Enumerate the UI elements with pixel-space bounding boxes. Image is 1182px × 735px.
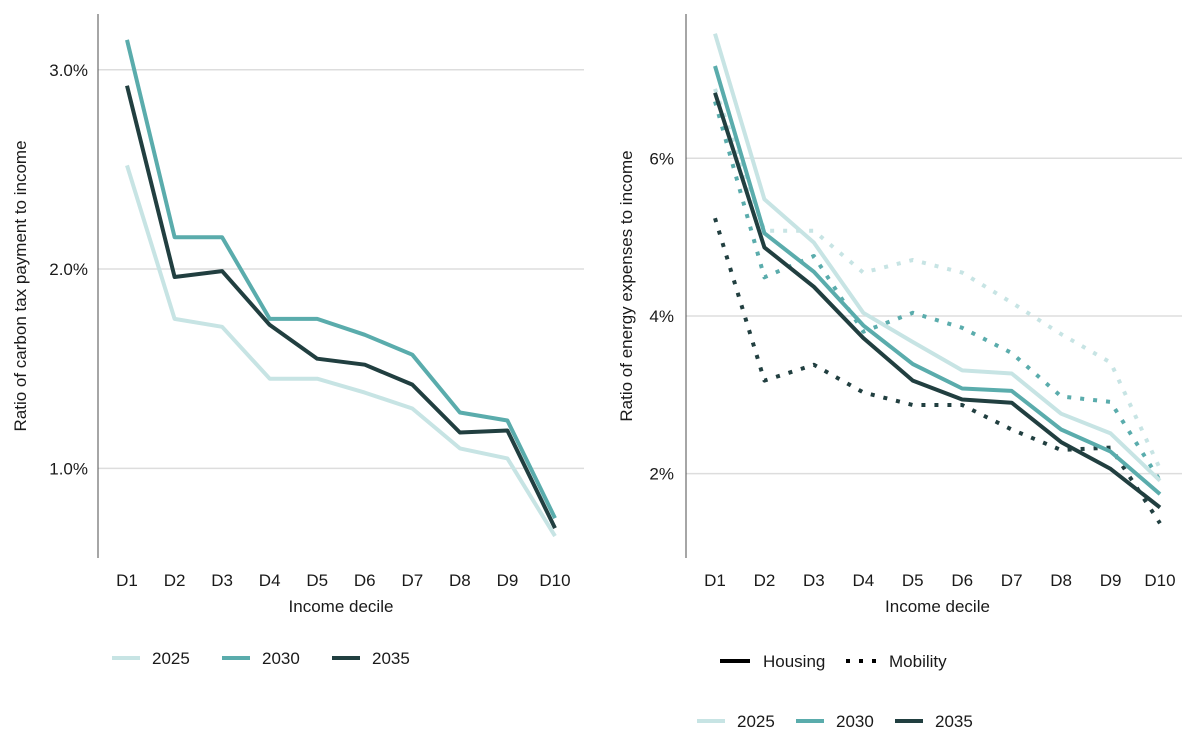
legend-label-2025: 2025 bbox=[152, 649, 190, 668]
x-tick-label: D4 bbox=[852, 571, 874, 590]
x-tick-label: D10 bbox=[1144, 571, 1175, 590]
legend-label-2035: 2035 bbox=[372, 649, 410, 668]
x-tick-label: D9 bbox=[1100, 571, 1122, 590]
y-tick-label: 4% bbox=[649, 307, 674, 326]
x-tick-label: D10 bbox=[539, 571, 570, 590]
right-x-axis-title: Income decile bbox=[885, 597, 990, 616]
energy-expenses-chart: 2% 4% 6% D1 D2 D3 D4 D5 D6 D7 D8 D9 D10 Income deci… bbox=[617, 14, 1182, 731]
left-y-axis-title: Ratio of carbon tax payment to income bbox=[11, 140, 30, 431]
x-tick-label: D6 bbox=[354, 571, 376, 590]
series-line-housing-2025 bbox=[713, 33, 1162, 483]
legend-label-housing: Housing bbox=[763, 652, 825, 671]
x-tick-label: D2 bbox=[164, 571, 186, 590]
x-tick-label: D1 bbox=[116, 571, 138, 590]
series-line-2030 bbox=[125, 39, 557, 519]
series-line-housing-2035 bbox=[713, 92, 1162, 510]
x-tick-label: D3 bbox=[211, 571, 233, 590]
carbon-tax-chart: 1.0% 2.0% 3.0% D1 D2 D3 D4 D5 D6 D7 D8 D9 D10 Incom… bbox=[11, 14, 584, 668]
x-tick-label: D1 bbox=[704, 571, 726, 590]
right-year-legend: 2025 2030 2035 bbox=[697, 712, 973, 731]
right-series-lines bbox=[713, 33, 1162, 525]
x-tick-label: D9 bbox=[497, 571, 519, 590]
x-tick-label: D6 bbox=[951, 571, 973, 590]
legend-label-mobility: Mobility bbox=[889, 652, 947, 671]
x-tick-label: D8 bbox=[1050, 571, 1072, 590]
legend-label-2025: 2025 bbox=[737, 712, 775, 731]
series-line-2035 bbox=[125, 85, 557, 529]
y-tick-label: 6% bbox=[649, 149, 674, 168]
right-x-ticks: D1 D2 D3 D4 D5 D6 D7 D8 D9 D10 bbox=[704, 571, 1175, 590]
legend-label-2030: 2030 bbox=[262, 649, 300, 668]
legend-label-2035: 2035 bbox=[935, 712, 973, 731]
series-line-mobility-2025 bbox=[713, 88, 1162, 470]
x-tick-label: D4 bbox=[259, 571, 281, 590]
left-x-axis-title: Income decile bbox=[289, 597, 394, 616]
series-line-2025 bbox=[125, 164, 557, 538]
left-gridlines bbox=[98, 69, 584, 470]
x-tick-label: D7 bbox=[401, 571, 423, 590]
legend-label-2030: 2030 bbox=[836, 712, 874, 731]
left-series-lines bbox=[125, 39, 557, 538]
series-line-mobility-2035 bbox=[713, 217, 1162, 525]
y-tick-label: 2% bbox=[649, 465, 674, 484]
right-type-legend: Housing Mobility bbox=[720, 652, 947, 671]
right-y-ticks: 2% 4% 6% bbox=[649, 149, 674, 483]
left-x-ticks: D1 D2 D3 D4 D5 D6 D7 D8 D9 D10 bbox=[116, 571, 570, 590]
x-tick-label: D3 bbox=[803, 571, 825, 590]
left-y-ticks: 1.0% 2.0% 3.0% bbox=[49, 61, 88, 479]
x-tick-label: D8 bbox=[449, 571, 471, 590]
y-tick-label: 2.0% bbox=[49, 260, 88, 279]
y-tick-label: 1.0% bbox=[49, 459, 88, 478]
x-tick-label: D5 bbox=[306, 571, 328, 590]
right-y-axis-title: Ratio of energy expenses to income bbox=[617, 150, 636, 421]
x-tick-label: D2 bbox=[754, 571, 776, 590]
x-tick-label: D7 bbox=[1001, 571, 1023, 590]
y-tick-label: 3.0% bbox=[49, 61, 88, 80]
left-year-legend: 2025 2030 2035 bbox=[112, 649, 410, 668]
x-tick-label: D5 bbox=[902, 571, 924, 590]
right-gridlines bbox=[686, 157, 1182, 475]
series-line-housing-2030 bbox=[713, 65, 1162, 496]
